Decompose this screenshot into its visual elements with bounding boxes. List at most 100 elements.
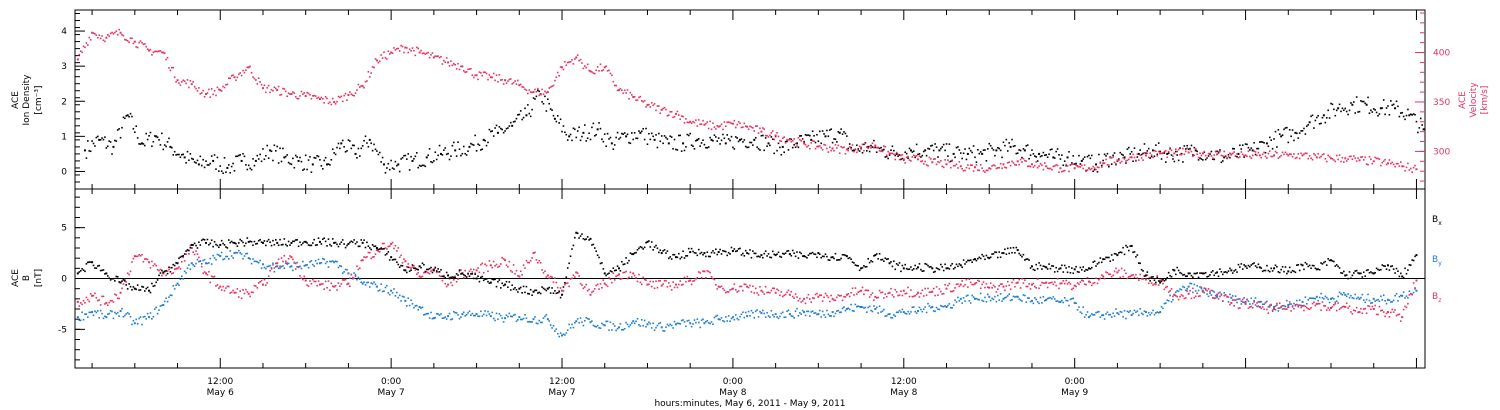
legend-bx: Bx	[1432, 215, 1442, 227]
bx-point-fill	[1118, 252, 1120, 254]
velocity-point-fill	[451, 64, 454, 67]
bz-point-fill	[1105, 271, 1107, 273]
density-point-fill	[1398, 115, 1401, 118]
bx-point-fill	[1058, 268, 1060, 270]
bz-point-fill	[727, 291, 730, 293]
density-point-fill	[494, 127, 496, 129]
velocity-point	[646, 103, 649, 106]
bx-point-fill	[918, 263, 921, 265]
bx-point-fill	[910, 266, 912, 268]
by-point-fill	[1200, 287, 1203, 290]
velocity-point-fill	[705, 122, 707, 125]
bz-point-fill	[857, 291, 860, 294]
bz-point-fill	[236, 288, 239, 290]
bz-point-fill	[242, 289, 244, 291]
velocity-point-fill	[1152, 156, 1154, 159]
density-point-fill	[202, 158, 204, 161]
velocity-point-fill	[1409, 167, 1412, 170]
density-point-fill	[1273, 138, 1275, 140]
velocity-point-fill	[927, 164, 929, 167]
bz-point-fill	[679, 280, 682, 282]
bx-point-fill	[213, 240, 216, 243]
by-point-fill	[1284, 305, 1287, 308]
bx-point-fill	[1125, 244, 1127, 247]
bx-point-fill	[1390, 265, 1392, 268]
velocity-point-fill	[488, 74, 491, 76]
density-point-fill	[292, 157, 294, 160]
velocity-point-fill	[1223, 150, 1226, 153]
bz-point-fill	[357, 268, 360, 271]
velocity-point-fill	[1334, 160, 1337, 163]
velocity-point-fill	[676, 110, 679, 113]
velocity-point-fill	[967, 164, 969, 166]
velocity-point-fill	[767, 136, 770, 138]
bx-point-fill	[367, 245, 370, 247]
velocity-point-fill	[720, 123, 723, 126]
bz-point-fill	[296, 261, 298, 264]
bx-point-fill	[289, 244, 291, 246]
density-point-fill	[1056, 148, 1059, 150]
bz-point-fill	[1112, 274, 1114, 277]
bz-point-fill	[1098, 278, 1100, 281]
bz-point-fill	[672, 281, 674, 283]
velocity-point-fill	[303, 92, 306, 94]
velocity-point-fill	[773, 138, 776, 141]
bz-point-fill	[1276, 302, 1278, 305]
by-point-fill	[693, 319, 696, 321]
bz-point-fill	[565, 282, 568, 285]
bz-point-fill	[300, 277, 303, 279]
density-point-fill	[608, 138, 610, 140]
velocity-point-fill	[384, 56, 387, 59]
by-point-fill	[636, 317, 639, 320]
bx-point-fill	[98, 264, 101, 267]
density-point-fill	[149, 131, 152, 134]
by-point-fill	[364, 284, 367, 286]
bx-point-fill	[227, 239, 230, 241]
bx-point-fill	[1226, 271, 1228, 274]
density-point-fill	[962, 152, 965, 155]
by-point-fill	[415, 304, 418, 307]
velocity-point-fill	[118, 28, 120, 31]
bz-point-fill	[696, 276, 699, 279]
by-point	[1187, 285, 1190, 288]
by-point-fill	[1051, 298, 1053, 300]
bx-point-fill	[881, 258, 884, 261]
by-point-fill	[524, 313, 526, 316]
by-point-fill	[551, 327, 553, 329]
velocity-point-fill	[313, 94, 316, 97]
velocity-point-fill	[591, 71, 593, 73]
bz-point-fill	[96, 299, 99, 302]
bz-point-fill	[1210, 289, 1213, 292]
by-point-fill	[1267, 305, 1270, 308]
bx-point-fill	[1048, 263, 1050, 265]
density-point-fill	[689, 132, 691, 135]
by-point	[532, 318, 535, 321]
velocity-point-fill	[790, 140, 793, 143]
bz-point-fill	[1012, 278, 1015, 281]
bz-point-fill	[246, 291, 249, 293]
bx-point-fill	[740, 254, 743, 256]
by-point	[575, 320, 578, 323]
bz-point-fill	[1361, 312, 1364, 314]
bx-point-fill	[391, 259, 394, 261]
velocity-point-fill	[218, 88, 220, 91]
by-point-fill	[92, 314, 95, 317]
velocity-point-fill	[371, 66, 374, 68]
velocity-point	[91, 31, 94, 34]
density-point-fill	[172, 154, 175, 156]
density-point-fill	[1063, 160, 1066, 162]
bz-point-fill	[756, 292, 758, 294]
bz-point-fill	[430, 270, 432, 272]
by-point-fill	[324, 262, 327, 265]
density-point-fill	[757, 147, 760, 150]
bx-point-fill	[722, 249, 724, 252]
by-point-fill	[1260, 300, 1263, 303]
by-point-fill	[126, 311, 129, 314]
by-point-fill	[1375, 299, 1378, 302]
density-point-fill	[1045, 154, 1048, 156]
velocity-point-fill	[1355, 160, 1358, 162]
bz-point-fill	[1340, 307, 1342, 309]
bz-point-fill	[222, 285, 224, 288]
by-point-fill	[1065, 299, 1067, 302]
velocity-point-fill	[1163, 150, 1166, 153]
